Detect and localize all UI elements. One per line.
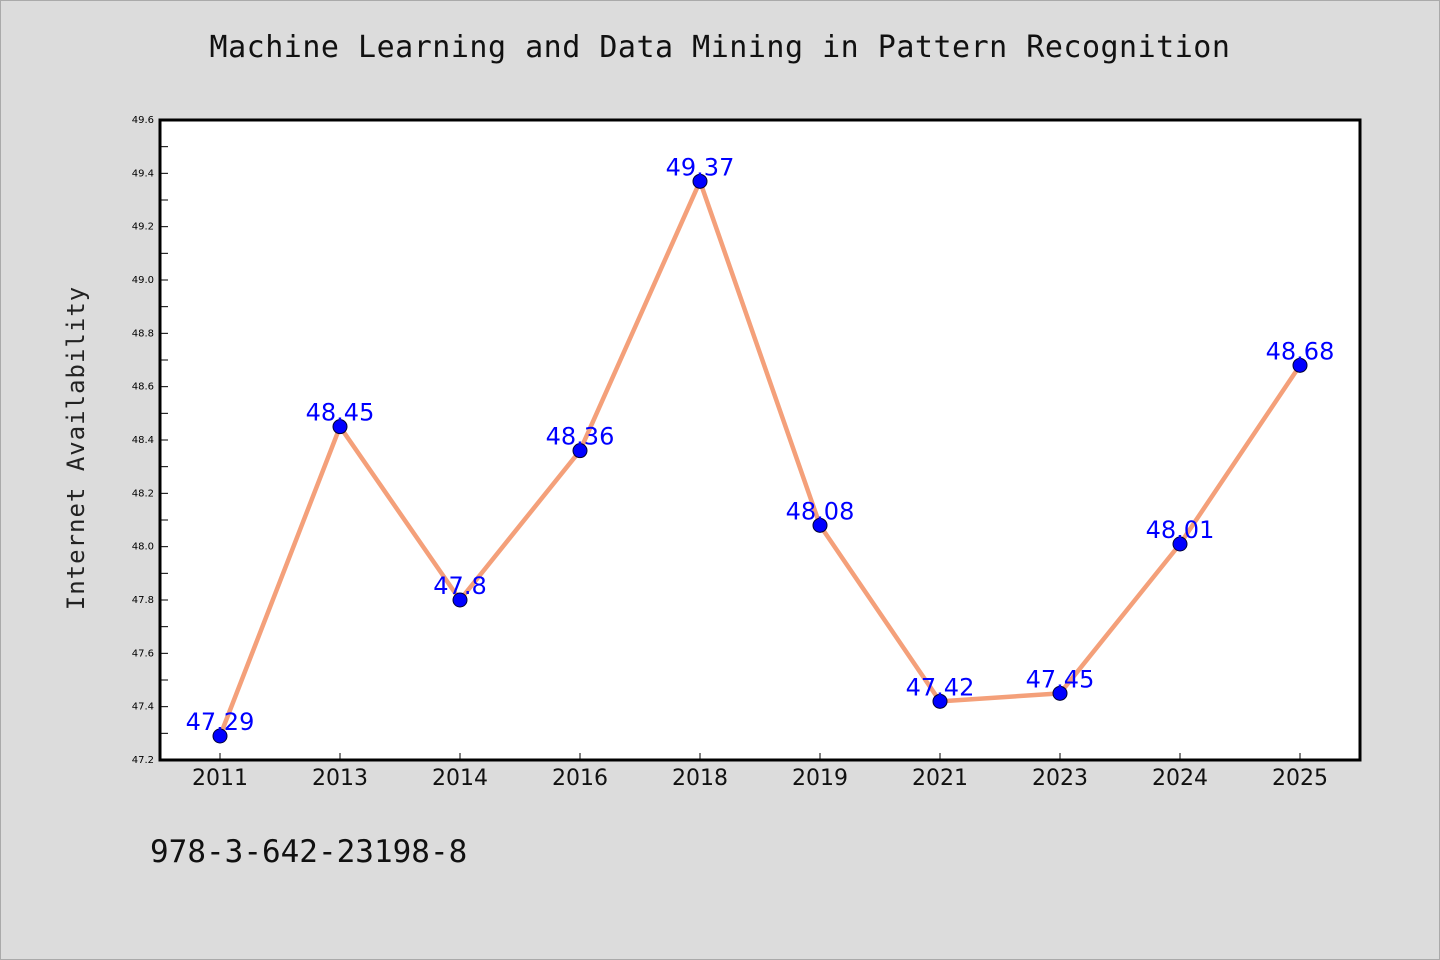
y-tick-label: 49.2 (132, 222, 154, 233)
data-point (572, 443, 588, 459)
data-point (812, 517, 828, 533)
data-label: 49.37 (666, 153, 735, 181)
y-tick-label: 48.6 (132, 382, 154, 393)
y-tick-label: 48.8 (132, 328, 154, 339)
x-tick-label: 2021 (912, 766, 968, 791)
x-axis: 2011 2013 2014 2016 2018 2019 2021 2023 2024 2025 (192, 753, 1328, 791)
data-point (452, 592, 468, 608)
isbn-text: 978-3-642-23198-8 (150, 834, 468, 870)
data-point (1172, 536, 1188, 552)
data-labels: 47.29 48.45 47.8 48.36 49.37 48.08 47.42 47.45 4… (186, 153, 1335, 736)
data-point (212, 728, 228, 744)
x-tick-label: 2025 (1272, 766, 1328, 791)
data-label: 48.01 (1146, 516, 1215, 544)
data-point (1052, 685, 1068, 701)
data-markers (212, 173, 1308, 744)
x-tick-label: 2014 (432, 766, 488, 791)
data-label: 47.45 (1026, 665, 1095, 693)
y-tick-label: 48.2 (132, 488, 154, 499)
x-tick-label: 2013 (312, 766, 368, 791)
plot-area (160, 120, 1360, 760)
y-tick-label: 49.0 (132, 275, 154, 286)
x-tick-label: 2011 (192, 766, 248, 791)
data-label: 47.42 (906, 673, 975, 701)
y-tick-label: 49.4 (132, 168, 154, 179)
series-line (217, 179, 1302, 737)
chart-title: Machine Learning and Data Mining in Patt… (209, 30, 1231, 65)
y-tick-label: 48.4 (132, 435, 154, 446)
x-tick-label: 2018 (672, 766, 728, 791)
y-tick-label: 49.6 (132, 115, 154, 126)
y-tick-label: 47.6 (132, 648, 154, 659)
x-tick-label: 2019 (792, 766, 848, 791)
data-point (692, 173, 708, 189)
data-label: 48.45 (306, 399, 375, 427)
data-point (932, 693, 948, 709)
data-point (1292, 357, 1308, 373)
y-tick-label: 48.0 (132, 542, 154, 553)
y-tick-label: 47.2 (132, 755, 154, 766)
y-tick-label: 47.8 (132, 595, 154, 606)
data-label: 47.29 (186, 708, 255, 736)
x-tick-label: 2023 (1032, 766, 1088, 791)
x-tick-label: 2024 (1152, 766, 1208, 791)
plot-border (158, 118, 1362, 762)
x-tick-label: 2016 (552, 766, 608, 791)
data-label: 48.68 (1266, 337, 1335, 365)
data-point (332, 419, 348, 435)
data-label: 47.8 (433, 572, 486, 600)
data-label: 48.36 (546, 423, 615, 451)
data-label: 48.08 (786, 497, 855, 525)
y-tick-label: 47.4 (132, 702, 154, 713)
